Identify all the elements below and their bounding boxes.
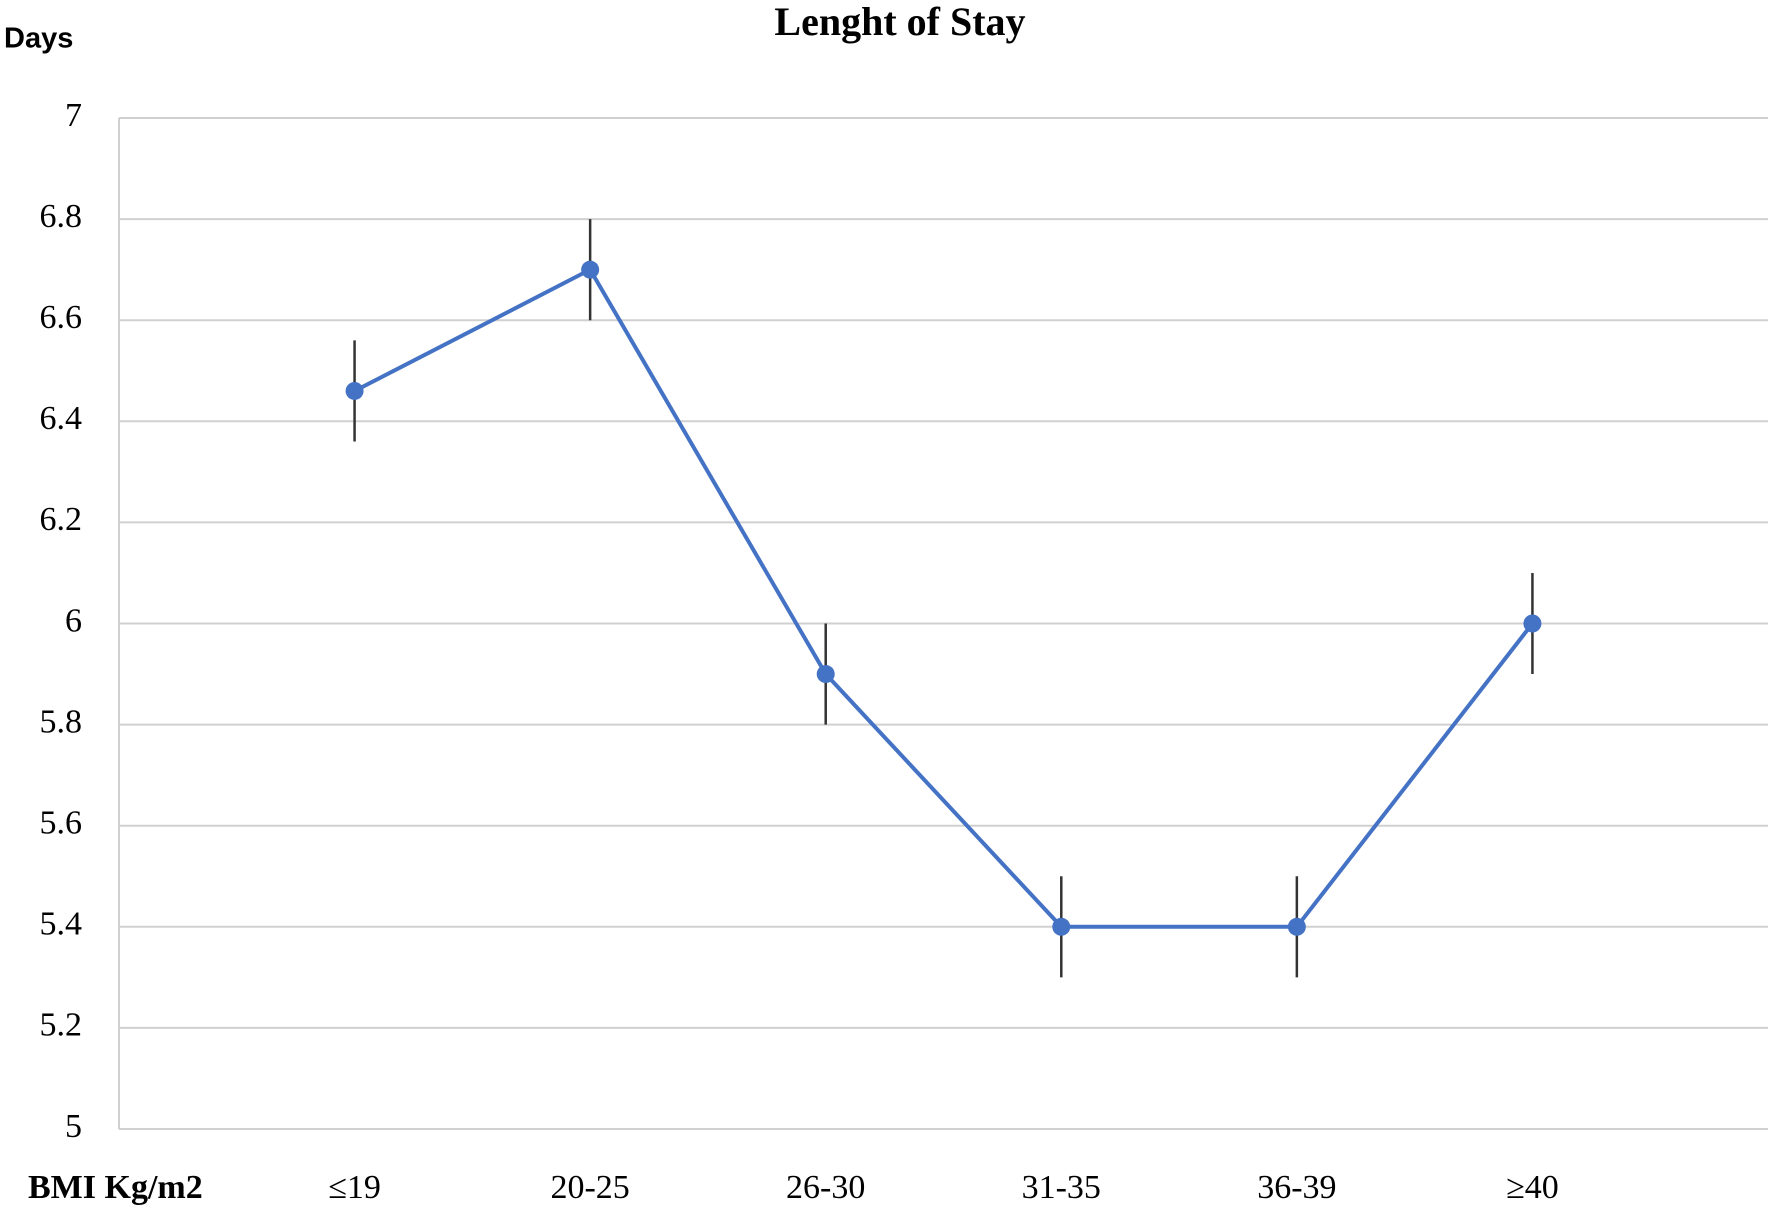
point: [345, 381, 364, 400]
x-tick-label: 31-35: [1022, 1169, 1101, 1206]
point: [1287, 917, 1306, 936]
y-tick-label: 6.2: [40, 501, 83, 538]
x-axis-label: BMI Kg/m2: [28, 1169, 203, 1206]
y-tick-label: 7: [65, 97, 82, 134]
y-tick-label: 5.4: [40, 906, 83, 943]
line: [353, 267, 1535, 929]
point: [581, 260, 600, 279]
x-tick-label: 20-25: [550, 1169, 629, 1206]
x-tick-label: ≤19: [328, 1169, 381, 1206]
y-tick-label: 6.6: [40, 299, 83, 336]
y-tick-label: 6: [65, 602, 82, 639]
y-tick-label: 5: [65, 1108, 82, 1145]
chart-title: Lenght of Stay: [774, 0, 1025, 44]
point: [1523, 614, 1542, 633]
y-tick-label: 6.8: [40, 198, 83, 235]
y-tick-label: 5.2: [40, 1007, 83, 1044]
point: [1052, 917, 1071, 936]
y-tick-label: 5.6: [40, 804, 83, 841]
x-tick-label: 26-30: [786, 1169, 865, 1206]
point: [816, 665, 835, 684]
x-tick-label: ≥40: [1506, 1169, 1559, 1206]
x-tick-label: 36-39: [1257, 1169, 1336, 1206]
y-tick-label: 5.8: [40, 703, 83, 740]
y-tick-label: 6.4: [40, 400, 83, 437]
y-axis-label: Days: [4, 23, 73, 55]
